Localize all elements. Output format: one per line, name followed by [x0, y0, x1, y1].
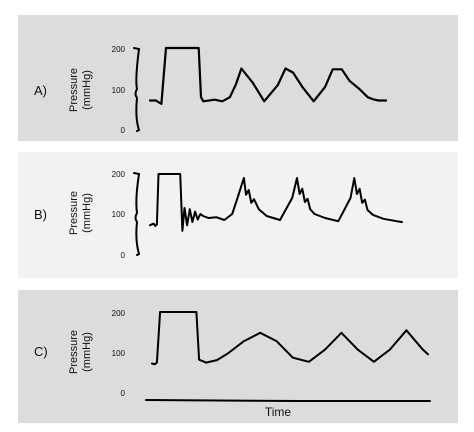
panel-a-ytick-200: 200: [112, 45, 126, 54]
panel-a: A) Pressure (mmHg) 200 100 0: [18, 15, 458, 141]
panel-a-yaxis: [133, 47, 141, 132]
panel-c-trace: [151, 311, 429, 366]
panel-a-trace: [148, 46, 388, 105]
panel-c-ylabel-line2: (mmHg): [81, 332, 93, 372]
panel-b-yaxis: [133, 172, 141, 256]
panel-c-time-axis: [145, 399, 431, 402]
panel-b-label: B): [34, 207, 47, 222]
panel-a-ytick-100: 100: [112, 86, 126, 95]
panel-c-ylabel-line1: Pressure: [68, 330, 80, 374]
panel-a-ylabel-line1: Pressure: [68, 68, 80, 112]
panel-a-ytick-0: 0: [121, 126, 126, 135]
panel-b-ytick-0: 0: [121, 251, 126, 260]
panel-c-label: C): [34, 344, 48, 359]
panel-c: C) Pressure (mmHg) 200 100 0 Time: [18, 290, 458, 423]
panel-b-trace: [149, 173, 403, 232]
panel-b-ylabel-line2: (mmHg): [81, 193, 93, 233]
panel-b-background: [18, 152, 458, 278]
panel-a-ylabel-line2: (mmHg): [81, 70, 93, 110]
panel-c-ytick-200: 200: [112, 309, 126, 318]
panel-b-ytick-100: 100: [112, 210, 126, 219]
x-axis-label: Time: [265, 405, 292, 419]
panel-b-ytick-200: 200: [112, 170, 126, 179]
panel-b: B) Pressure (mmHg) 200 100 0: [18, 152, 458, 278]
panel-c-ytick-0: 0: [121, 389, 126, 398]
panel-b-ylabel-line1: Pressure: [68, 191, 80, 235]
panel-a-label: A): [34, 83, 47, 98]
panel-c-ytick-100: 100: [112, 349, 126, 358]
